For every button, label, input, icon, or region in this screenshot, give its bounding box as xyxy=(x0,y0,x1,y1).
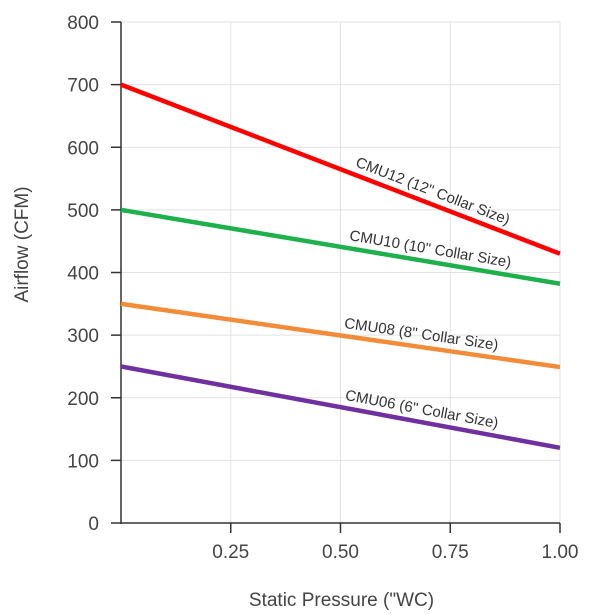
y-tick-label: 100 xyxy=(67,451,99,472)
x-axis-title: Static Pressure ("WC) xyxy=(249,590,434,611)
y-tick-label: 800 xyxy=(67,13,99,34)
gridlines xyxy=(121,21,561,523)
series-label-0: CMU12 (12" Collar Size) xyxy=(353,154,512,229)
x-tick-label: 0.50 xyxy=(322,542,359,563)
y-tick-label: 300 xyxy=(67,326,99,347)
series-line-0 xyxy=(120,82,561,256)
series-line-1 xyxy=(120,207,561,286)
y-tick-label: 400 xyxy=(67,264,99,285)
y-tick-label: 200 xyxy=(67,389,99,410)
x-tick-label: 1.00 xyxy=(542,542,579,563)
series-label-1: CMU10 (10" Collar Size) xyxy=(348,227,512,271)
x-tick-label: 0.75 xyxy=(432,542,469,563)
series-line-2 xyxy=(120,301,561,370)
y-axis-title: Airflow (CFM) xyxy=(12,186,33,302)
x-tick-label: 0.25 xyxy=(212,542,249,563)
y-tick-label: 500 xyxy=(67,201,99,222)
series-label-3: CMU06 (6" Collar Size) xyxy=(344,387,500,432)
series-line-3 xyxy=(120,364,561,451)
y-tick-label: 600 xyxy=(67,138,99,159)
y-tick-label: 700 xyxy=(67,76,99,97)
y-tick-label: 0 xyxy=(88,514,99,535)
